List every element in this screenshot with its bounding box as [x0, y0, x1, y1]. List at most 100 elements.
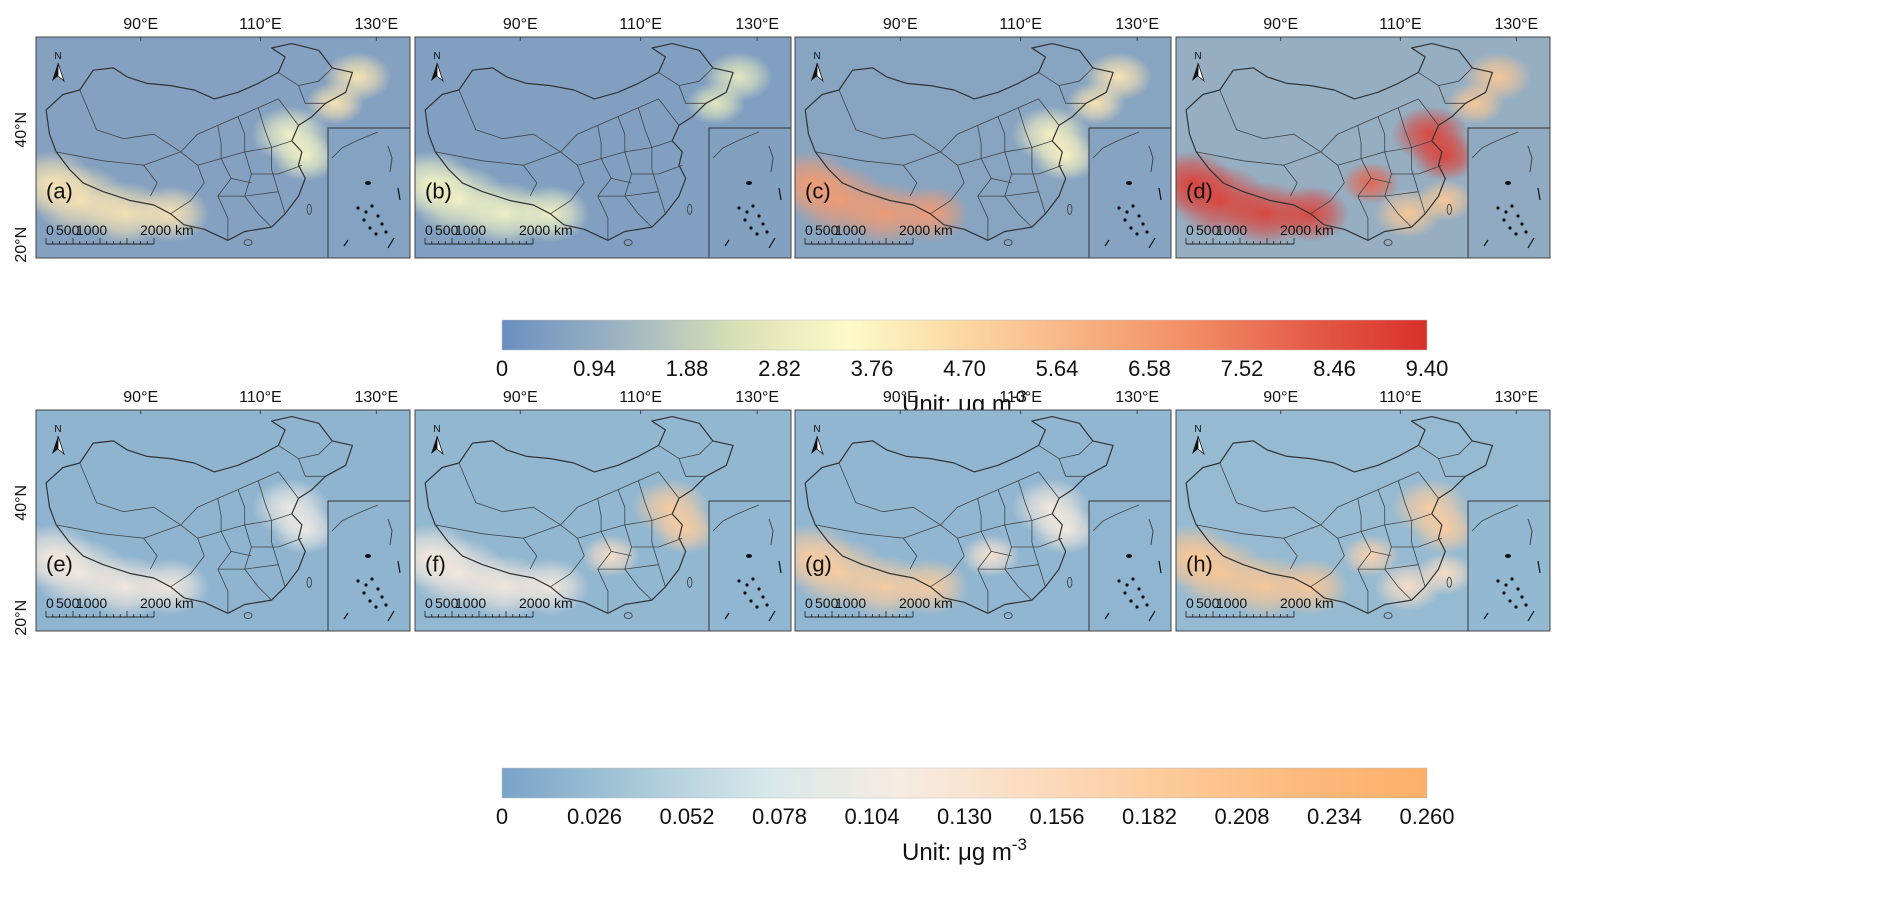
province-boundary — [1310, 538, 1345, 588]
longitude-label: 130°E — [1494, 389, 1538, 406]
province-boundary — [170, 538, 205, 588]
province-boundary — [251, 164, 303, 175]
colorbar-2: 0 0.026 0.052 0.078 0.104 0.130 0.156 0.182 0.20… — [496, 767, 1455, 866]
province-boundary — [902, 537, 918, 570]
province-boundary — [617, 116, 626, 152]
island-boundary — [243, 612, 253, 619]
concentration-hotspot — [1341, 534, 1400, 578]
south-china-sea-inset-icon — [1088, 127, 1171, 258]
longitude-label: 130°E — [735, 389, 779, 406]
north-arrow-icon: N — [811, 51, 824, 83]
province-boundary — [79, 462, 181, 526]
colorbar-tick-label: 8.46 — [1313, 356, 1356, 381]
scale-bar-label: 2000 km — [1280, 595, 1334, 611]
concentration-hotspot — [306, 82, 365, 125]
province-boundary — [977, 125, 982, 159]
north-arrow-label: N — [433, 424, 440, 435]
longitude-label: 90°E — [1263, 16, 1298, 33]
colorbar-tick-label: 0.104 — [844, 804, 899, 829]
colorbar-1: 0 0.94 1.88 2.82 3.76 4.70 5.64 6.58 7.52 8.46 9.4… — [496, 319, 1448, 418]
concentration-hotspot — [1416, 552, 1475, 595]
concentration-hotspot — [1066, 82, 1126, 125]
province-boundary — [637, 107, 653, 148]
province-boundary — [1438, 85, 1466, 104]
longitude-label: 110°E — [239, 389, 282, 406]
country-boundary — [424, 42, 734, 241]
province-boundary — [991, 178, 1012, 184]
scale-bar-label: 1000 — [1216, 222, 1247, 238]
latitude-label: 20°N — [13, 227, 30, 263]
map-field — [415, 37, 791, 258]
concentration-hotspot — [1031, 504, 1100, 555]
province-boundary — [1038, 67, 1094, 86]
scale-bar-label: 1000 — [1216, 595, 1247, 611]
longitude-label: 130°E — [735, 16, 779, 33]
province-boundary — [658, 67, 714, 86]
north-arrow-label: N — [433, 51, 440, 62]
province-boundary — [1371, 551, 1392, 557]
colorbar-tick-label: 0.052 — [659, 804, 714, 829]
unit-exponent: -3 — [1012, 835, 1027, 854]
province-boundary — [217, 125, 222, 159]
province-boundary — [1031, 520, 1046, 587]
latitude-label: 40°N — [13, 485, 30, 521]
scale-bar-label: 500 — [1196, 222, 1220, 238]
latitude-label: 20°N — [13, 600, 30, 636]
panel-label: (c) — [805, 178, 831, 203]
province-boundary — [651, 147, 666, 214]
island-boundary — [1067, 576, 1073, 588]
panel-frame — [1175, 36, 1551, 259]
colorbar-tick-label: 0.260 — [1399, 804, 1454, 829]
panel-frame — [414, 36, 792, 259]
colorbar-tick-label: 0.156 — [1029, 804, 1084, 829]
south-china-sea-inset-icon — [1467, 500, 1550, 631]
map-field — [795, 37, 1171, 258]
province-boundary — [1438, 458, 1466, 477]
scale-bar-label: 1000 — [76, 222, 107, 238]
province-boundary — [1017, 107, 1033, 148]
province-boundary — [298, 85, 326, 104]
island-boundary — [687, 576, 693, 588]
province-boundary — [637, 480, 653, 521]
colorbar-tick-label: 0.026 — [567, 804, 622, 829]
province-boundary — [1058, 458, 1086, 477]
panel-label: (d) — [1186, 178, 1213, 203]
scale-bar-label: 0 — [425, 222, 433, 238]
longitude-label: 110°E — [999, 389, 1042, 406]
province-boundary — [997, 489, 1006, 525]
concentration-hotspot — [581, 534, 640, 578]
province-boundary — [1357, 125, 1362, 159]
colorbar-tick-label: 0.078 — [752, 804, 807, 829]
longitude-label: 130°E — [354, 389, 398, 406]
longitude-label: 90°E — [883, 389, 918, 406]
panel-frame — [794, 409, 1172, 632]
country-boundary — [45, 416, 353, 614]
province-boundary — [651, 520, 666, 587]
province-boundary — [298, 458, 326, 477]
longitude-label: 90°E — [123, 16, 158, 33]
island-boundary — [1383, 612, 1393, 619]
colorbar-tick-label: 5.64 — [1036, 356, 1079, 381]
colorbar-tick-label: 2.82 — [758, 356, 801, 381]
province-boundary — [79, 89, 181, 153]
country-boundary — [1185, 42, 1494, 241]
colorbar-tick-label: 0.130 — [937, 804, 992, 829]
island-boundary — [1446, 203, 1452, 215]
longitude-label: 130°E — [1115, 389, 1159, 406]
longitude-label: 110°E — [1379, 389, 1422, 406]
scale-bar-label: 1000 — [835, 222, 866, 238]
province-boundary — [1357, 498, 1362, 532]
scale-bar-label: 500 — [435, 595, 459, 611]
scale-bar-label: 2000 km — [1280, 222, 1334, 238]
province-boundary — [217, 498, 222, 532]
island-boundary — [623, 239, 633, 246]
province-boundary — [991, 551, 1012, 557]
panel-frame — [1175, 409, 1551, 632]
province-boundary — [1031, 147, 1046, 214]
province-boundary — [1011, 164, 1063, 175]
